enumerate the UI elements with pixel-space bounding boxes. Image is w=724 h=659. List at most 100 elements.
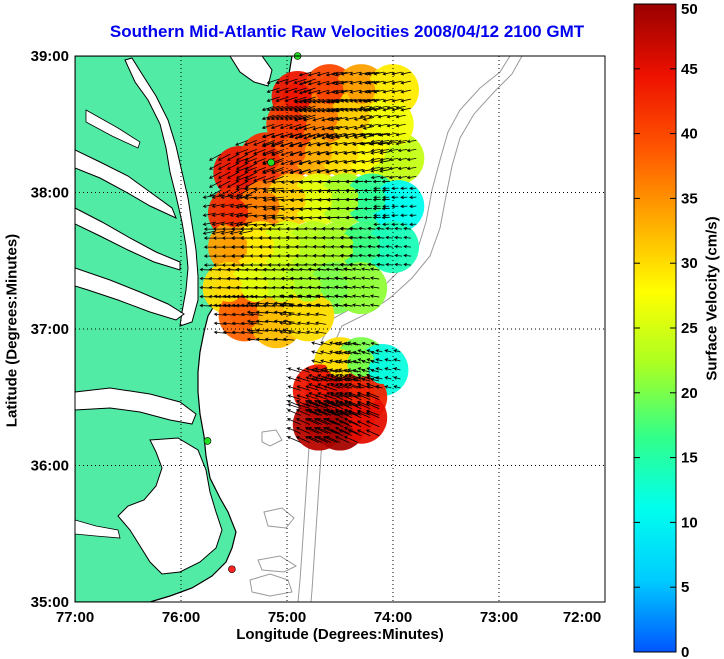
velocity-arrow	[400, 195, 408, 200]
velocity-arrow	[370, 151, 381, 155]
velocity-arrow	[395, 114, 406, 119]
velocity-arrow	[255, 337, 268, 342]
velocity-arrow	[217, 171, 231, 179]
isobath-feature-3	[263, 507, 295, 529]
velocity-arrow	[361, 267, 371, 271]
velocity-arrow	[334, 276, 344, 280]
velocity-arrow	[391, 80, 403, 85]
velocity-arrow	[255, 319, 268, 324]
velocity-arrow	[308, 392, 323, 398]
velocity-arrow	[330, 262, 341, 267]
velocity-arrow	[280, 285, 291, 290]
velocity-arrow	[313, 418, 328, 425]
velocity-arrow	[330, 126, 343, 131]
velocity-arrow	[358, 71, 371, 76]
velocity-arrow	[253, 267, 264, 272]
velocity-arrow	[344, 383, 359, 389]
velocity-arrow	[345, 215, 354, 220]
delaware-bay	[229, 56, 273, 87]
tidal-creek	[85, 109, 141, 149]
velocity-arrow	[202, 221, 217, 226]
velocity-arrow	[246, 328, 259, 333]
velocity-arrow	[253, 276, 264, 281]
velocity-arrow	[400, 80, 412, 85]
velocity-arrow	[226, 267, 238, 272]
velocity-arrow	[370, 267, 380, 271]
velocity-arrow	[282, 310, 295, 315]
velocity-arrow	[330, 226, 341, 231]
velocity-arrow	[295, 427, 310, 434]
velocity-arrow	[347, 341, 359, 346]
velocity-arrow	[280, 276, 291, 281]
velocity-arrow	[235, 171, 249, 179]
velocity-arrow	[334, 399, 350, 407]
velocity-arrow	[298, 89, 312, 95]
velocity-arrow	[352, 368, 362, 373]
velocity-arrow	[303, 135, 316, 140]
velocity-arrow	[335, 126, 347, 130]
velocity-arrow	[384, 385, 392, 389]
velocity-arrow	[323, 367, 337, 373]
velocity-arrow	[349, 253, 358, 258]
velocity-arrow	[308, 198, 319, 202]
velocity-arrow	[321, 244, 332, 249]
velocity-arrow	[289, 276, 300, 281]
velocity-arrow	[244, 140, 257, 146]
velocity-arrow	[290, 180, 301, 184]
velocity-arrow	[343, 417, 359, 425]
velocity-arrow	[334, 267, 344, 271]
chart-title: Southern Mid-Atlantic Raw Velocities 200…	[109, 22, 585, 41]
velocity-arrow	[308, 207, 319, 211]
velocity-arrow	[370, 160, 381, 164]
velocity-arrow	[290, 189, 301, 193]
velocity-arrow	[379, 139, 390, 144]
velocity-arrow	[361, 285, 371, 289]
velocity-arrow	[296, 376, 310, 382]
velocity-arrow	[279, 123, 293, 130]
velocity-arrow	[271, 294, 282, 299]
velocity-arrow	[409, 213, 417, 218]
velocity-arrow	[296, 385, 310, 391]
velocity-arrow	[372, 197, 381, 202]
velocity-arrow	[307, 399, 323, 407]
velocity-arrow	[253, 140, 266, 146]
velocity-arrow	[244, 176, 257, 182]
velocity-arrow	[253, 214, 266, 218]
velocity-arrow	[338, 350, 350, 355]
velocity-arrow	[226, 180, 240, 188]
x-tick-label: 72:00	[563, 609, 601, 626]
velocity-arrow	[349, 244, 358, 249]
velocity-arrow	[326, 117, 338, 121]
velocity-arrow	[352, 267, 362, 271]
velocity-arrow	[311, 341, 323, 346]
velocity-arrow	[279, 321, 291, 325]
velocity-arrow	[361, 294, 371, 298]
velocity-arrow	[316, 408, 332, 416]
velocity-arrow	[321, 117, 334, 122]
velocity-arrow	[262, 267, 273, 272]
velocity-arrow	[326, 99, 338, 103]
velocity-arrow	[367, 253, 376, 258]
velocity-arrow	[271, 169, 284, 175]
velocity-arrow	[359, 114, 370, 119]
velocity-arrow	[326, 374, 341, 380]
velocity-arrow	[329, 350, 341, 355]
velocity-arrow	[244, 187, 257, 191]
velocity-arrow	[253, 223, 266, 227]
velocity-arrow	[388, 139, 399, 144]
velocity-arrow	[335, 206, 346, 211]
velocity-arrow	[288, 132, 302, 139]
velocity-arrow	[400, 222, 408, 227]
velocity-arrow	[271, 189, 284, 193]
velocity-arrow	[362, 126, 374, 130]
velocity-arrow	[373, 80, 385, 85]
colorbar-tick-label: 10	[681, 514, 698, 531]
y-tick-label: 38:00	[31, 185, 69, 202]
velocity-arrow	[403, 226, 412, 231]
velocity-arrow	[335, 188, 346, 193]
velocity-arrow	[316, 71, 330, 77]
isobath-feature-2	[257, 555, 298, 573]
velocity-arrow	[262, 207, 275, 211]
velocity-arrow	[348, 373, 362, 380]
velocity-arrow	[363, 188, 372, 193]
